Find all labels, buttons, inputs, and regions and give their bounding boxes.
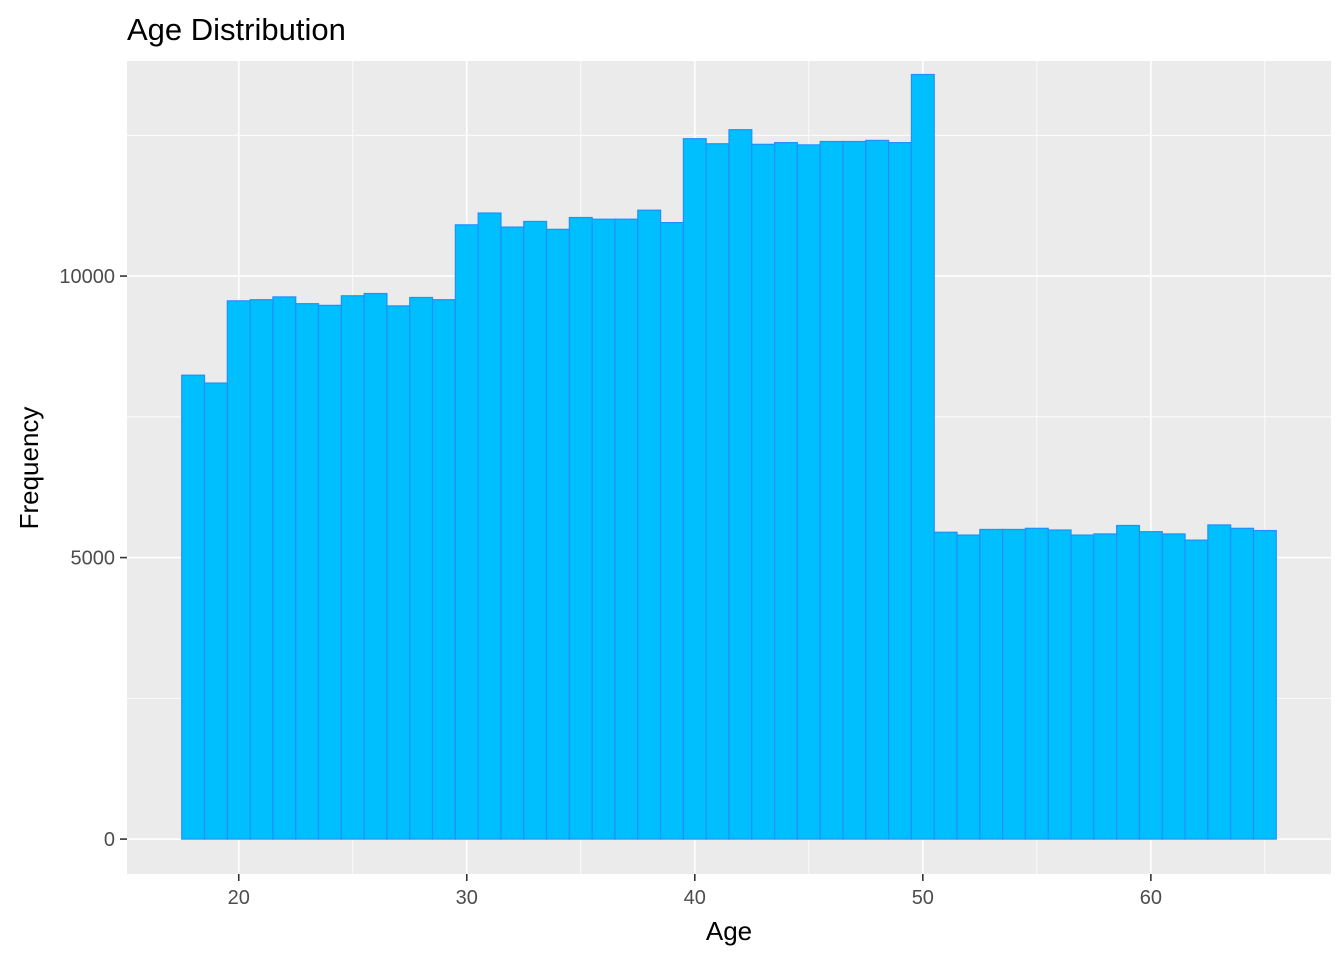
y-tick-label: 10000 (59, 266, 115, 288)
histogram-bar (865, 139, 890, 840)
histogram-bar (203, 382, 228, 840)
histogram-bar (295, 303, 320, 840)
histogram-bar (796, 144, 821, 840)
x-tick-label: 20 (228, 887, 250, 909)
histogram-bar (682, 138, 707, 840)
histogram-bar (637, 209, 662, 840)
histogram-bar (842, 140, 867, 840)
histogram-bar (409, 296, 434, 840)
histogram-bar (591, 218, 616, 840)
histogram-bar (454, 224, 479, 840)
histogram-bar (1252, 529, 1277, 840)
y-tick-label: 0 (104, 829, 115, 851)
x-tick-label: 30 (456, 887, 478, 909)
histogram-bar (363, 292, 388, 840)
histogram-bar (317, 304, 342, 840)
histogram-bar (340, 295, 365, 840)
histogram-bar (910, 73, 935, 840)
histogram-bar (272, 296, 297, 840)
histogram-bar (705, 143, 730, 840)
histogram-bar (477, 212, 502, 840)
histogram-bars (181, 73, 1277, 840)
x-axis: 20 30 40 50 60 (228, 874, 1162, 909)
histogram-bar (819, 140, 844, 840)
x-tick-label: 60 (1140, 887, 1162, 909)
histogram-bar (500, 226, 525, 840)
x-tick-label: 40 (684, 887, 706, 909)
histogram-bar (1002, 528, 1027, 840)
histogram-bar (979, 528, 1004, 840)
histogram-bar (226, 300, 251, 840)
histogram-bar (1093, 533, 1118, 840)
histogram-bar (1138, 531, 1163, 840)
x-tick-label: 50 (912, 887, 934, 909)
histogram-bar (249, 299, 274, 840)
y-tick-label: 5000 (71, 548, 116, 570)
histogram-bar (774, 142, 799, 840)
histogram-bar (956, 534, 981, 840)
histogram-bar (1070, 534, 1095, 840)
histogram-bar (888, 142, 913, 840)
histogram-bar (568, 216, 593, 840)
histogram-bar (523, 220, 548, 840)
histogram-bar (1207, 524, 1232, 840)
histogram-bar (545, 228, 570, 840)
histogram-bar (1161, 533, 1186, 840)
histogram-bar (386, 305, 411, 840)
histogram-bar (1116, 524, 1141, 840)
histogram-bar (1230, 527, 1255, 840)
histogram-bar (1047, 529, 1072, 840)
y-axis-title: Frequency (14, 407, 44, 530)
histogram-bar (614, 218, 639, 840)
y-axis: 0 5000 10000 (59, 266, 127, 851)
chart-title: Age Distribution (127, 12, 346, 47)
histogram-bar (659, 221, 684, 840)
histogram-bar (431, 299, 456, 840)
histogram-bar (933, 531, 958, 840)
histogram-bar (751, 143, 776, 840)
x-axis-title: Age (706, 916, 752, 946)
histogram-bar (181, 374, 206, 840)
histogram-bar (728, 129, 753, 840)
histogram-bar (1024, 527, 1049, 840)
histogram-bar (1184, 539, 1209, 840)
